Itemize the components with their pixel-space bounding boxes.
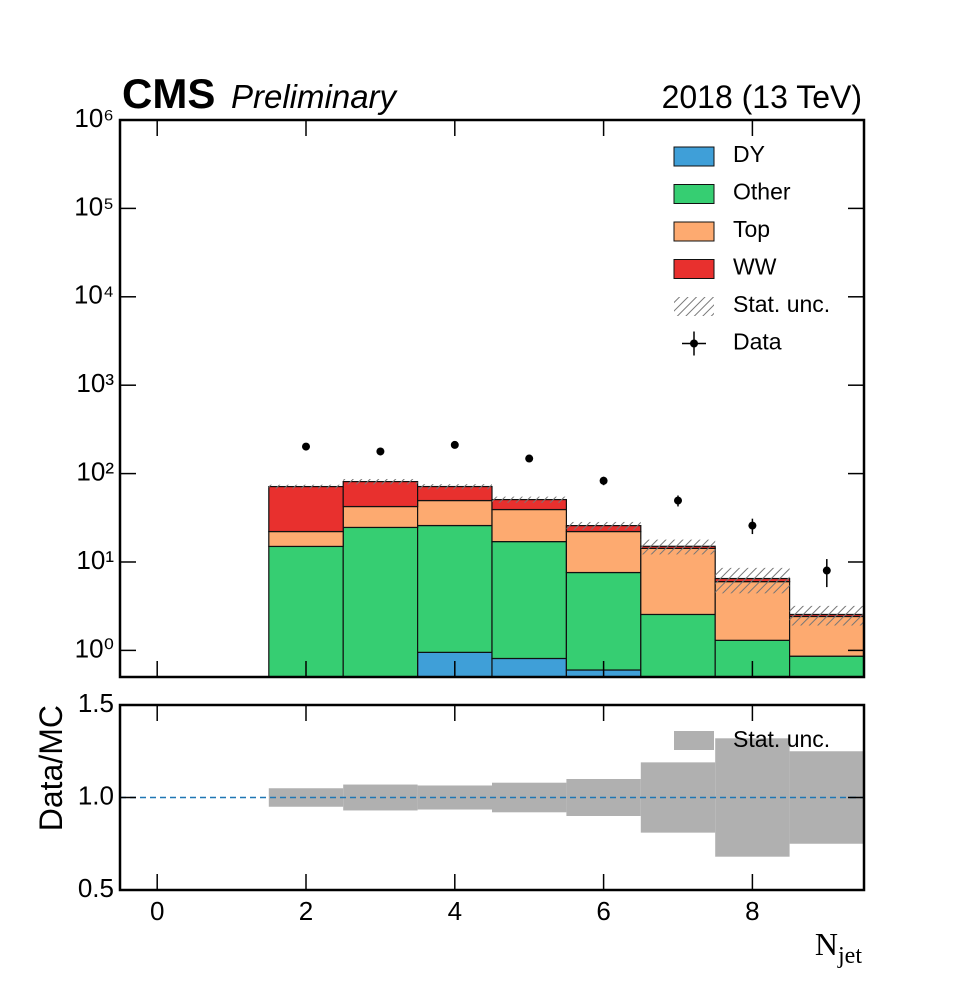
- stack-segment: [788, 655, 864, 677]
- x-axis-label-main: N: [815, 926, 838, 962]
- y-tick-label: 10²: [76, 456, 114, 486]
- stat-unc-band: [715, 567, 790, 594]
- main-plot: [268, 440, 864, 677]
- y-tick-label: 10³: [76, 368, 114, 398]
- ratio-legend-swatch: [674, 731, 714, 750]
- y-tick-label: 10⁰: [75, 633, 114, 663]
- energy-label: 2018 (13 TeV): [662, 79, 862, 115]
- ratio-legend-label: Stat. unc.: [733, 726, 830, 752]
- stat-unc-band: [789, 605, 864, 626]
- data-point: [748, 521, 757, 530]
- stack-segment: [640, 613, 716, 677]
- data-point: [302, 442, 310, 451]
- stat-unc-band: [566, 521, 641, 530]
- x-tick-label: 4: [448, 896, 462, 926]
- legend-label: WW: [733, 254, 777, 280]
- stat-unc-band: [268, 484, 344, 489]
- stack-segment: [268, 545, 344, 677]
- stack-segment: [565, 571, 642, 671]
- x-tick-label: 8: [745, 896, 759, 926]
- data-point: [450, 440, 459, 449]
- stat-unc-band: [640, 539, 716, 555]
- legend-swatch: [673, 259, 715, 279]
- stack-segment: [342, 480, 419, 508]
- legend-label: Stat. unc.: [733, 291, 830, 317]
- legend-swatch: [673, 221, 715, 242]
- chart-subtitle: Preliminary: [231, 78, 399, 115]
- stack-segment: [342, 526, 419, 677]
- legend-label: Other: [733, 179, 791, 205]
- x-axis-label: Njet: [815, 926, 862, 969]
- stat-unc-band: [492, 496, 567, 503]
- stack-segment: [268, 530, 344, 548]
- x-axis-label-sub: jet: [837, 943, 862, 969]
- ratio-y-tick-label: 1.0: [78, 780, 114, 810]
- stack-segment: [417, 524, 493, 653]
- y-tick-label: 10¹: [76, 545, 114, 575]
- stat-unc-band: [417, 484, 492, 490]
- chart-title: CMS: [122, 70, 215, 117]
- main-frame: [118, 118, 866, 679]
- stack-segment: [565, 530, 642, 574]
- legend-label: Data: [733, 329, 782, 355]
- x-tick-label: 6: [596, 896, 610, 926]
- ratio-y-tick-label: 1.5: [78, 688, 114, 718]
- legend-label: Top: [733, 216, 770, 242]
- legend-label: DY: [733, 141, 765, 167]
- data-point: [376, 447, 385, 456]
- x-tick-label: 2: [299, 896, 313, 926]
- stack-segment: [491, 657, 568, 677]
- stack-segment: [491, 508, 568, 543]
- ratio-y-axis-label: Data/MC: [33, 705, 69, 831]
- ratio-y-tick-label: 0.5: [78, 873, 114, 903]
- legend-swatch: [673, 184, 715, 204]
- data-point: [674, 496, 682, 505]
- y-tick-label: 10⁵: [74, 191, 114, 221]
- stack-segment: [342, 505, 419, 529]
- stack-segment: [491, 540, 568, 660]
- legend-swatch: [673, 146, 715, 167]
- x-tick-label: 0: [150, 896, 164, 926]
- y-tick-label: 10⁴: [74, 280, 114, 310]
- data-point: [822, 566, 831, 575]
- legend-swatch: [674, 297, 714, 316]
- stack-segment: [268, 485, 344, 533]
- data-point: [599, 476, 608, 485]
- data-point: [525, 454, 534, 463]
- stack-segment: [640, 547, 716, 616]
- legend-marker: [690, 339, 698, 348]
- stack-segment: [417, 499, 493, 527]
- stat-unc-band: [343, 478, 418, 485]
- y-tick-label: 10⁶: [74, 103, 114, 133]
